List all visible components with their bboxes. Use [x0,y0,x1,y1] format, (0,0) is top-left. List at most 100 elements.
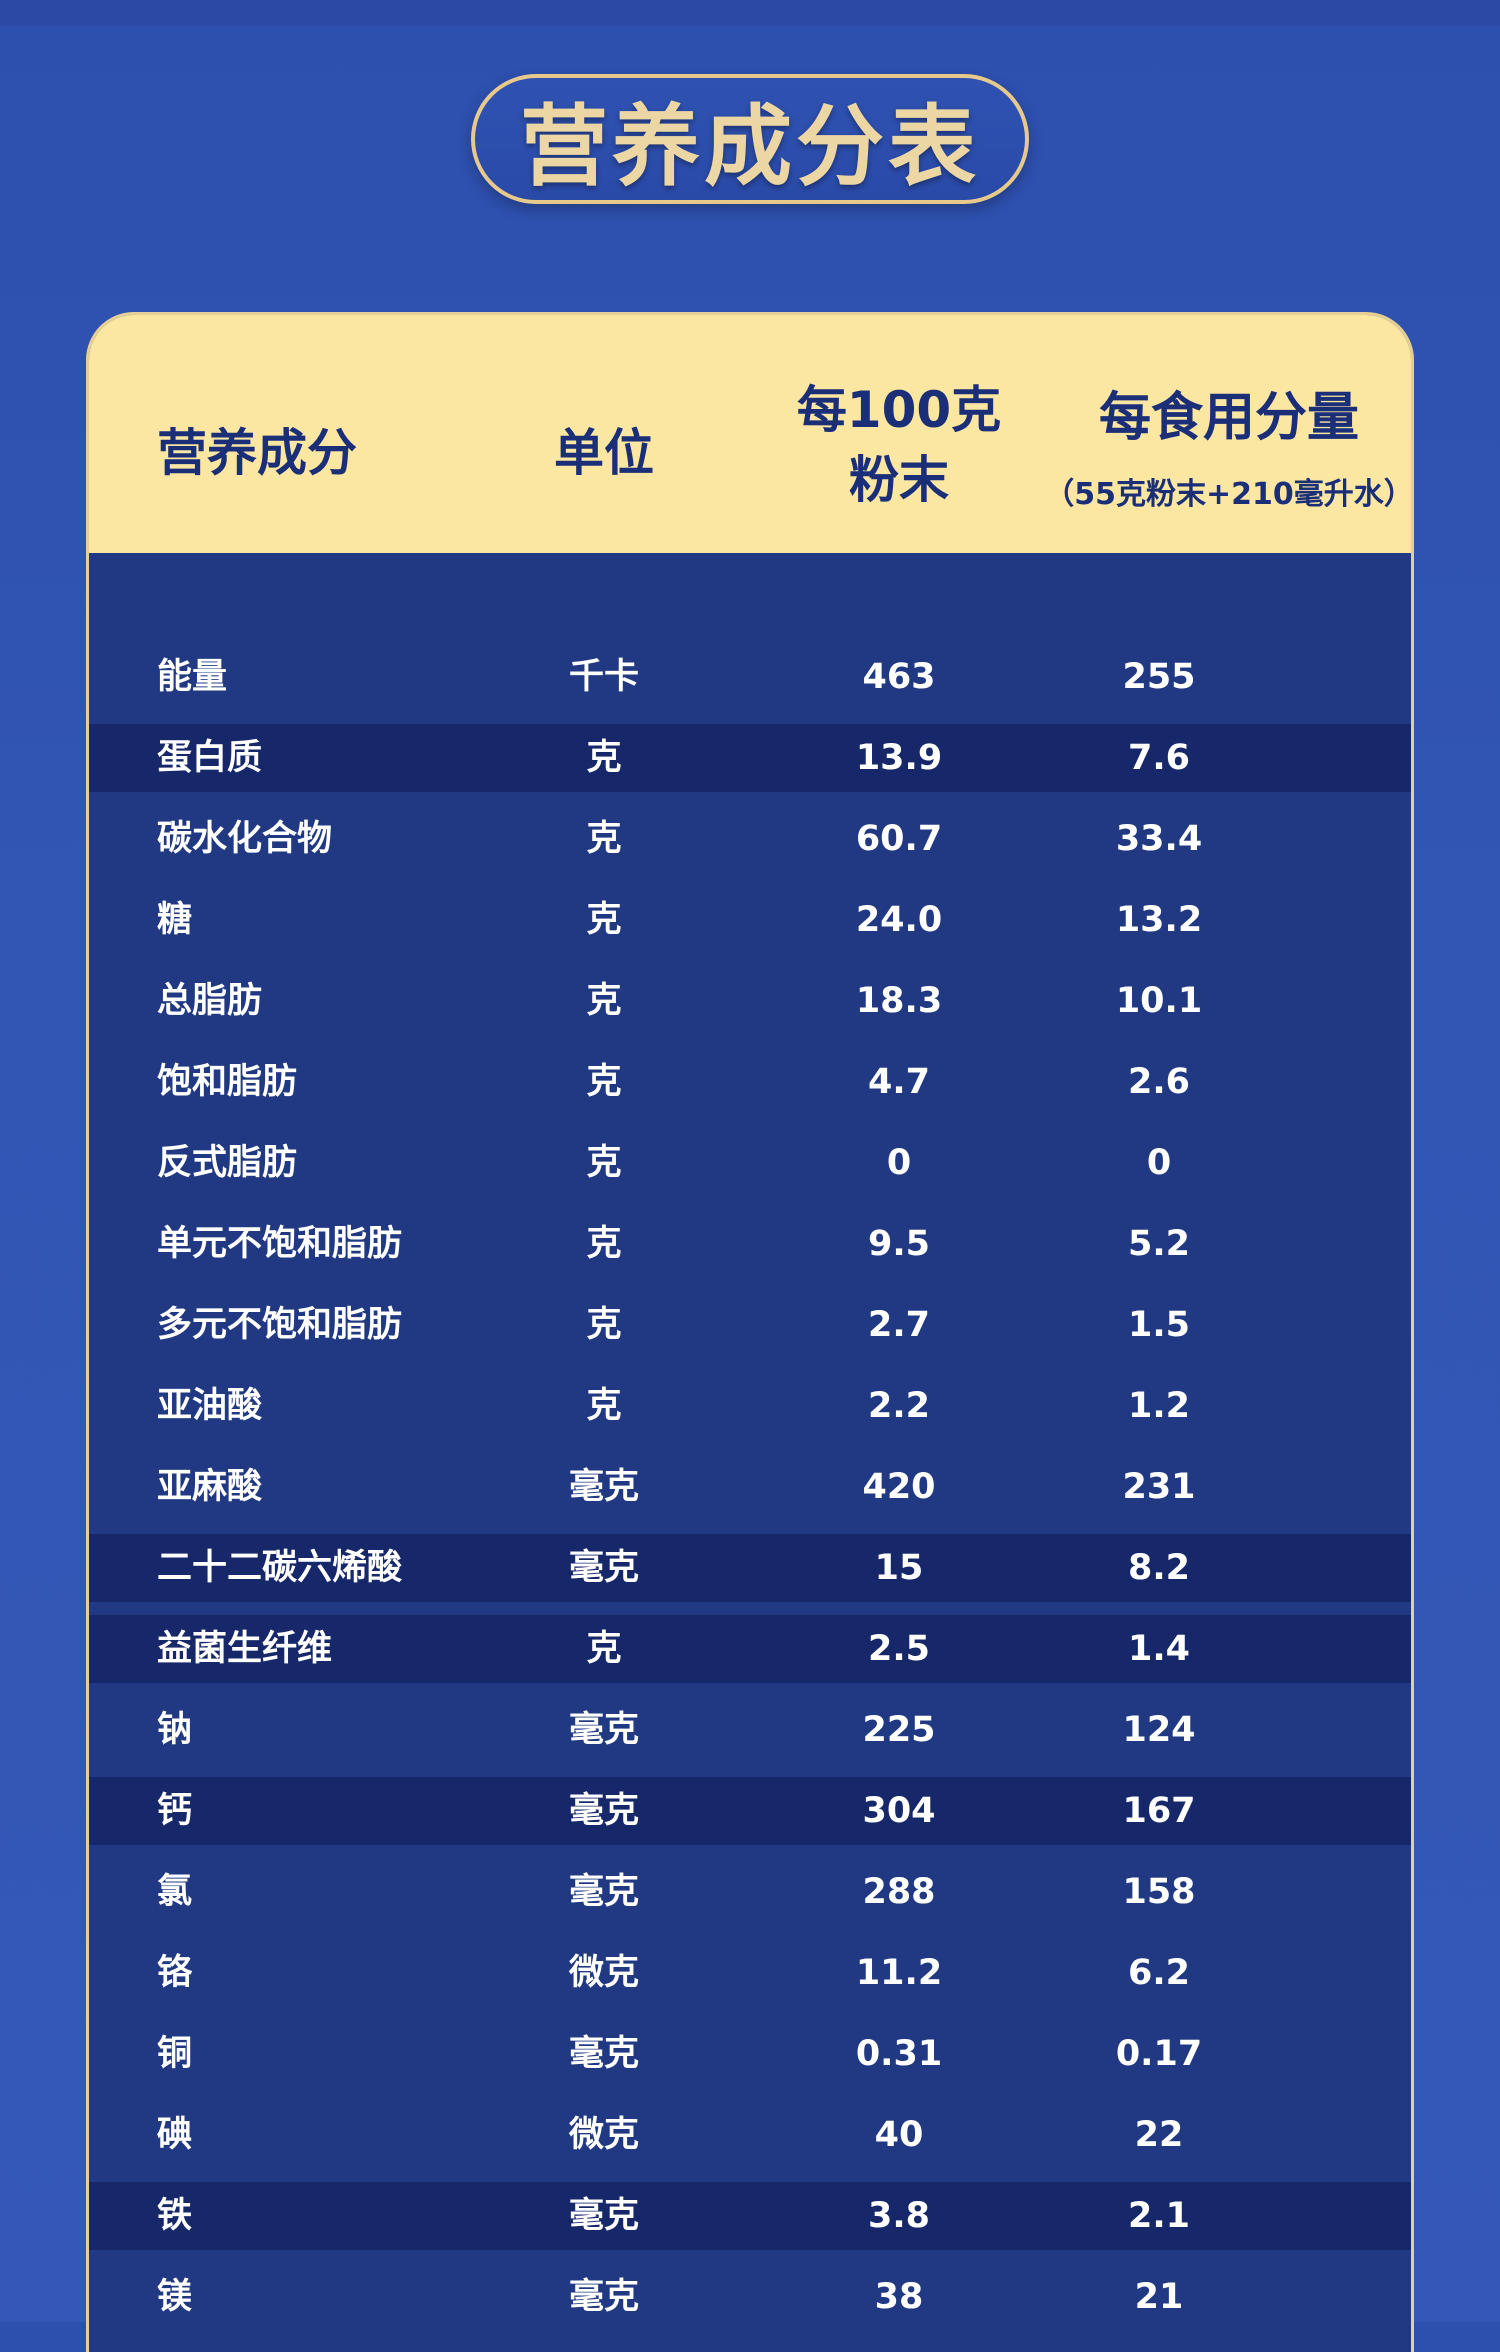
table-row: 糖 克 24.0 13.2 [89,886,1411,954]
row-unit: 毫克 [568,1872,639,1912]
table-row: 能量 千卡 463 255 [89,643,1411,711]
row-serving: 2.1 [1127,2196,1190,2236]
table-row: 总脂肪 克 18.3 10.1 [89,967,1411,1035]
row-serving: 124 [1122,1710,1196,1750]
row-serving: 22 [1134,2115,1184,2155]
row-unit: 毫克 [568,1548,639,1588]
row-unit: 克 [586,1143,622,1183]
table-row: 单元不饱和脂肪 克 9.5 5.2 [89,1210,1411,1278]
row-unit: 克 [586,981,622,1021]
row-name: 反式脂肪 [157,1143,298,1183]
row-per100: 4.7 [867,1062,930,1102]
row-unit: 克 [586,1386,622,1426]
row-per100: 60.7 [855,819,943,859]
row-name: 钙 [157,1791,193,1831]
row-serving: 158 [1122,1872,1196,1912]
row-per100: 15 [874,1548,924,1588]
row-per100: 11.2 [855,1953,943,1993]
row-per100: 13.9 [855,738,943,778]
table-row: 饱和脂肪 克 4.7 2.6 [89,1048,1411,1116]
row-per100: 2.2 [867,1386,930,1426]
row-unit: 微克 [568,1953,639,1993]
table-row: 多元不饱和脂肪 克 2.7 1.5 [89,1291,1411,1359]
row-unit: 微克 [568,2115,639,2155]
row-unit: 克 [586,1629,622,1669]
title-badge: 营养成分表 [471,74,1029,204]
row-name: 铜 [157,2034,193,2074]
nutrition-table: 营养成分 单位 每100克 粉末 每食用分量 （55克粉末+210毫升水） 能量… [86,312,1414,2352]
row-unit: 毫克 [568,1791,639,1831]
row-unit: 克 [586,1062,622,1102]
table-row: 亚麻酸 毫克 420 231 [89,1453,1411,1521]
row-serving: 5.2 [1127,1224,1190,1264]
row-name: 铁 [157,2196,193,2236]
table-row: 钠 毫克 225 124 [89,1696,1411,1764]
row-per100: 463 [862,657,936,697]
row-per100: 0 [886,1143,912,1183]
row-per100: 9.5 [867,1224,930,1264]
row-unit: 克 [586,1224,622,1264]
row-per100: 288 [862,1872,936,1912]
header-unit: 单位 [554,424,654,482]
row-per100: 2.5 [867,1629,930,1669]
header-serving-sub: （55克粉末+210毫升水） [1044,477,1414,512]
table-row: 反式脂肪 克 0 0 [89,1129,1411,1197]
row-name: 益菌生纤维 [157,1629,333,1669]
row-name: 碘 [157,2115,193,2155]
top-strip [0,0,1500,26]
row-name: 亚麻酸 [157,1467,263,1507]
row-serving: 8.2 [1127,1548,1190,1588]
row-name: 蛋白质 [157,738,263,778]
row-name: 碳水化合物 [157,819,333,859]
header-per100-line1: 每100克 [796,381,1002,439]
table-row: 钙 毫克 304 167 [89,1777,1411,1845]
row-unit: 毫克 [568,2196,639,2236]
row-per100: 18.3 [855,981,943,1021]
row-per100: 40 [874,2115,924,2155]
row-serving: 0 [1146,1143,1172,1183]
row-serving: 1.5 [1127,1305,1190,1345]
table-header: 营养成分 单位 每100克 粉末 每食用分量 （55克粉末+210毫升水） [89,315,1411,553]
row-name: 镁 [157,2277,193,2317]
row-name: 总脂肪 [157,981,263,1021]
row-unit: 千卡 [568,657,639,697]
row-unit: 克 [586,1305,622,1345]
table-row: 蛋白质 克 13.9 7.6 [89,724,1411,792]
table-row: 铬 微克 11.2 6.2 [89,1939,1411,2007]
row-per100: 3.8 [867,2196,930,2236]
row-unit: 克 [586,900,622,940]
row-serving: 1.4 [1127,1629,1190,1669]
row-serving: 21 [1134,2277,1184,2317]
table-row: 铜 毫克 0.31 0.17 [89,2020,1411,2088]
table-row: 碘 微克 40 22 [89,2101,1411,2169]
header-serving: 每食用分量 [1098,388,1359,448]
row-name: 亚油酸 [157,1386,263,1426]
row-per100: 225 [862,1710,936,1750]
row-name: 能量 [157,657,228,697]
row-per100: 304 [862,1791,936,1831]
row-serving: 0.17 [1115,2034,1203,2074]
row-per100: 38 [874,2277,924,2317]
table-row: 亚油酸 克 2.2 1.2 [89,1372,1411,1440]
row-serving: 1.2 [1127,1386,1190,1426]
table-row: 益菌生纤维 克 2.5 1.4 [89,1615,1411,1683]
header-name: 营养成分 [157,424,357,482]
header-per100-line2: 粉末 [849,451,949,509]
row-per100: 24.0 [855,900,943,940]
row-unit: 毫克 [568,1710,639,1750]
row-name: 氯 [157,1872,193,1912]
row-serving: 167 [1122,1791,1196,1831]
row-name: 二十二碳六烯酸 [157,1548,403,1588]
row-unit: 克 [586,819,622,859]
row-serving: 33.4 [1115,819,1203,859]
row-serving: 231 [1122,1467,1196,1507]
row-serving: 10.1 [1115,981,1203,1021]
page-title: 营养成分表 [519,94,980,198]
row-per100: 420 [862,1467,936,1507]
row-unit: 毫克 [568,1467,639,1507]
row-name: 多元不饱和脂肪 [157,1305,403,1345]
row-name: 钠 [157,1710,193,1750]
table-body: 能量 千卡 463 255 蛋白质克 13.9 7.6 碳水化合物克 60.7 33.4 糖克 24.… [89,553,1411,2352]
row-unit: 克 [586,738,622,778]
row-name: 饱和脂肪 [157,1062,298,1102]
